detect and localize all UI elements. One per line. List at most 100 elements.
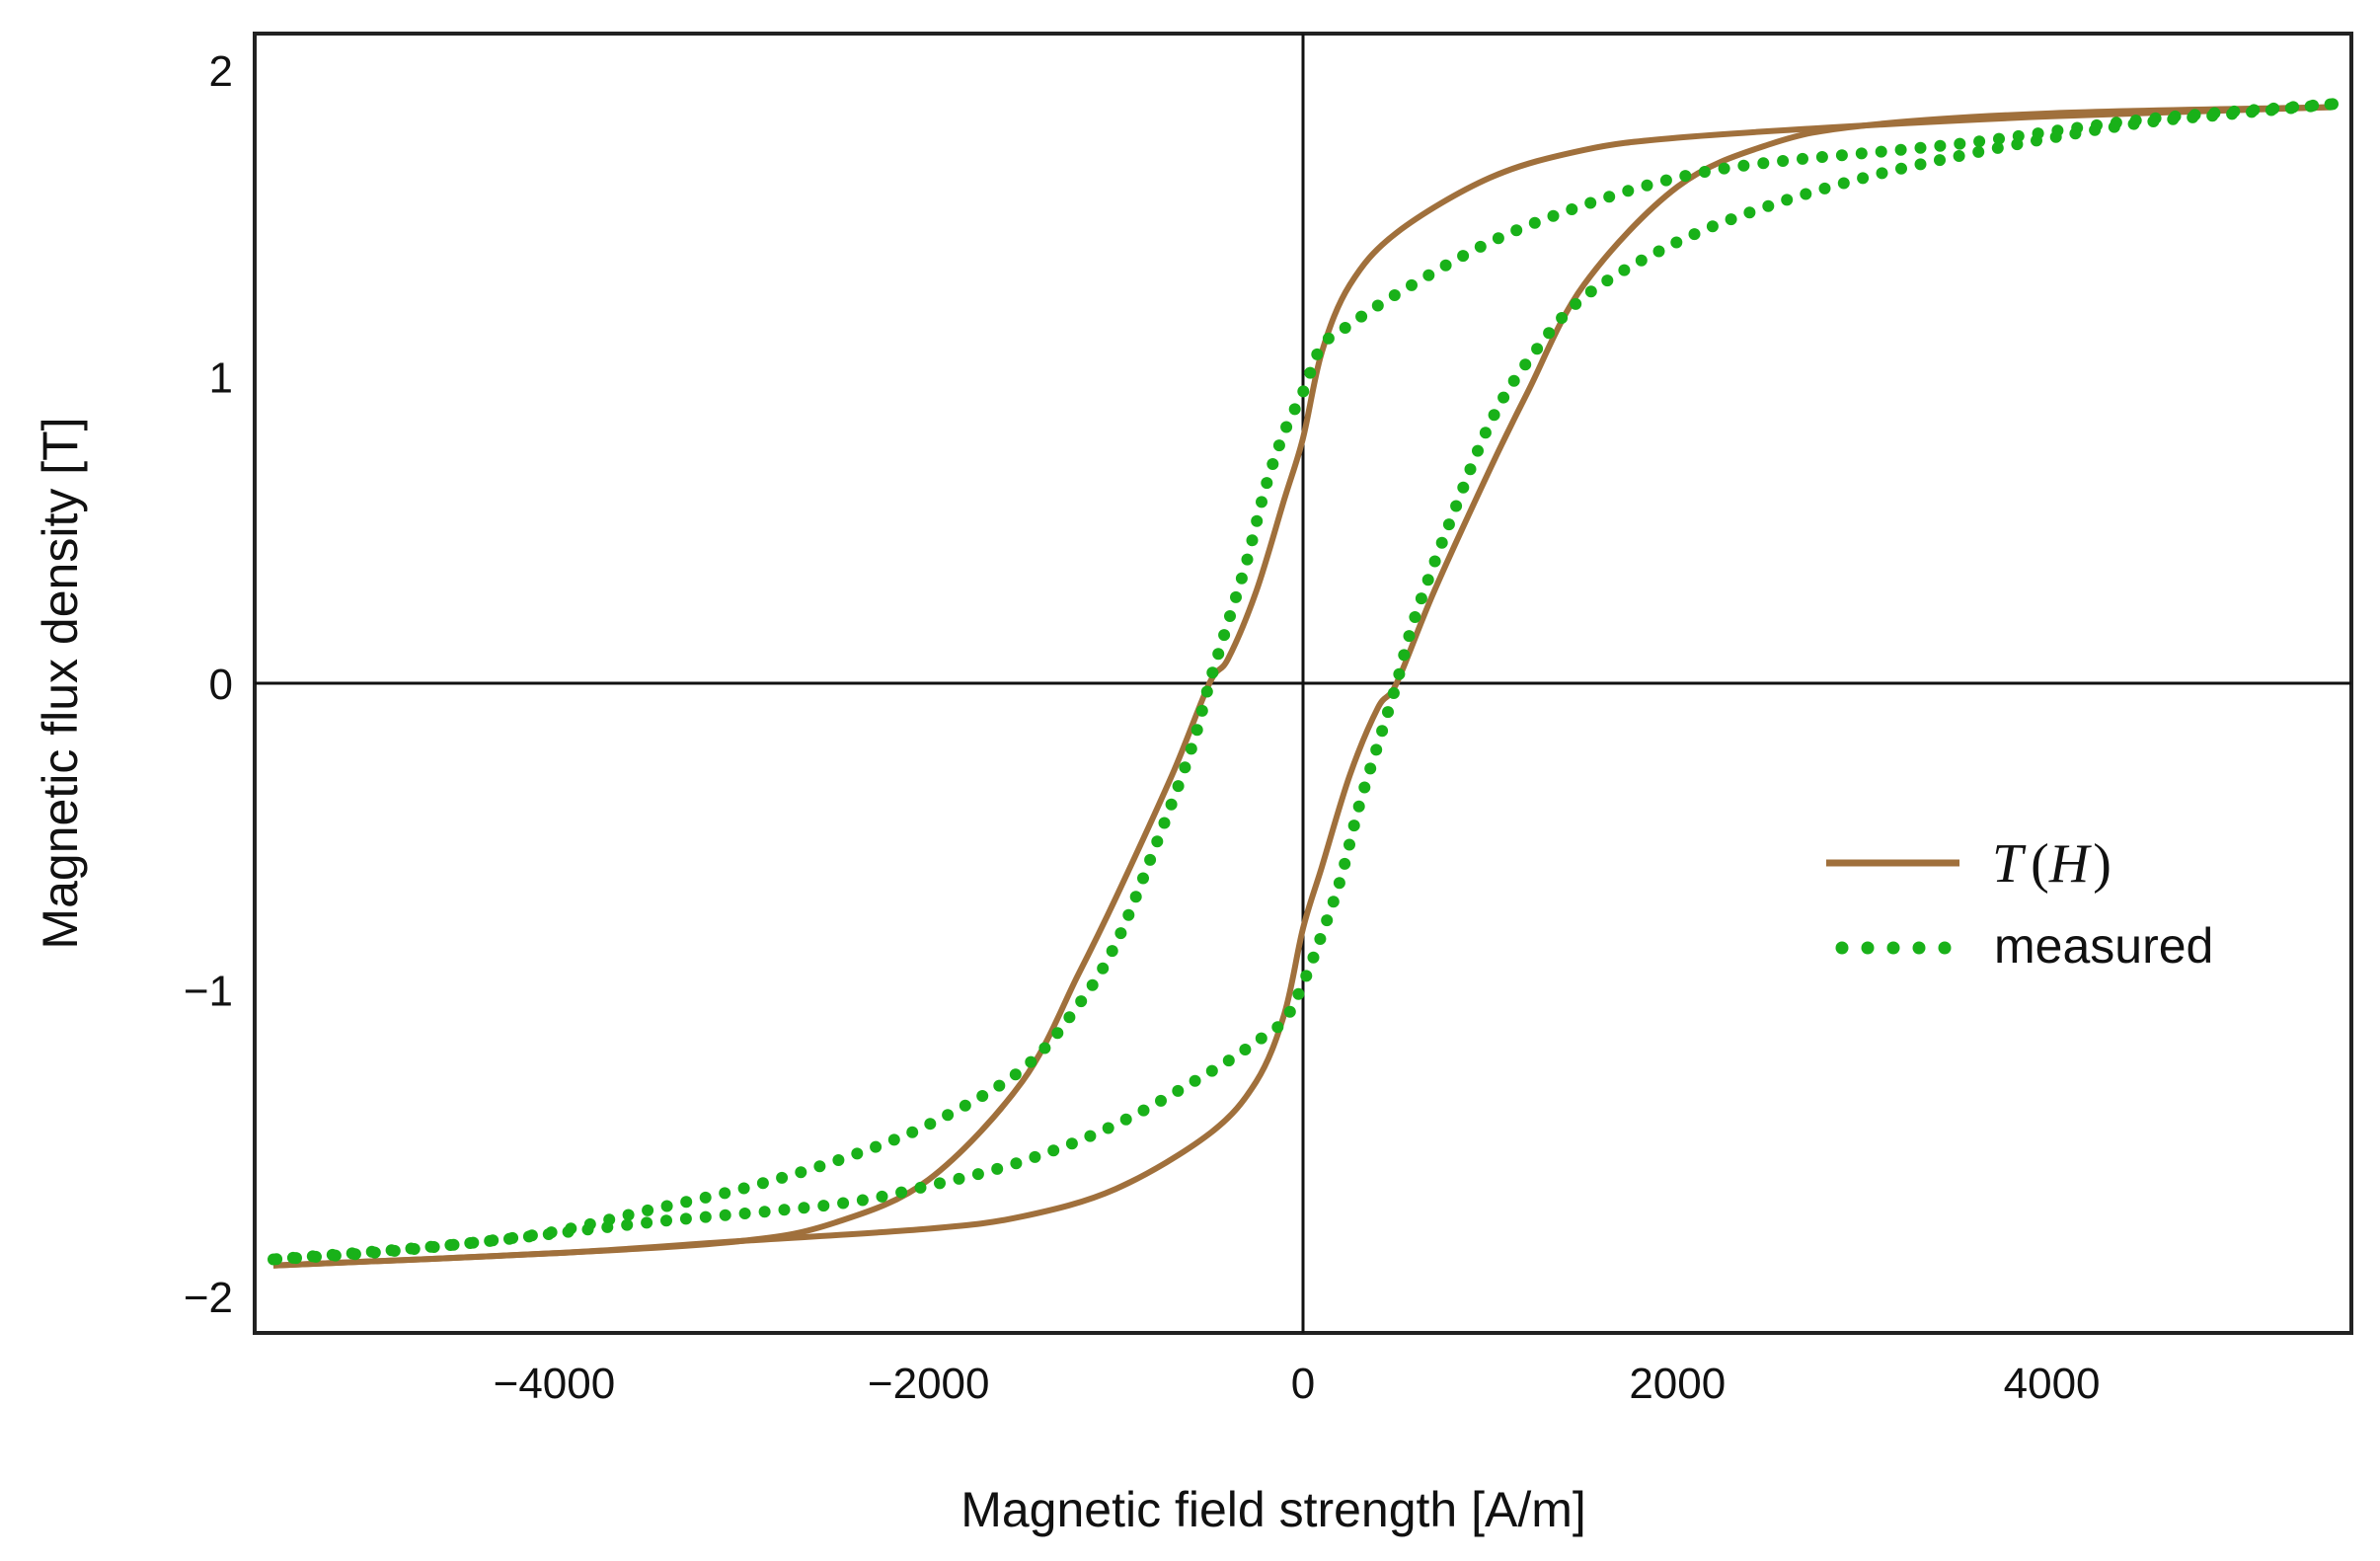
measured-point <box>1439 259 1452 272</box>
measured-point <box>1601 274 1614 287</box>
measured-point <box>1097 962 1110 975</box>
measured-point <box>1327 896 1340 908</box>
measured-point <box>1114 927 1127 940</box>
measured-point <box>851 1147 864 1160</box>
x-tick-label: −4000 <box>494 1360 616 1408</box>
y-tick-labels: −2 −1 0 1 2 <box>184 47 233 1322</box>
measured-point <box>1556 312 1569 324</box>
measured-point <box>1122 908 1135 921</box>
measured-point <box>1387 687 1400 699</box>
measured-point <box>738 1208 751 1219</box>
measured-point <box>737 1182 750 1195</box>
measured-point <box>1251 514 1264 527</box>
measured-point <box>1355 310 1368 323</box>
measured-point <box>1292 987 1305 1000</box>
x-tick-label: 4000 <box>2004 1360 2101 1408</box>
measured-point <box>1398 649 1411 662</box>
measured-point <box>1876 167 1888 180</box>
measured-point <box>1875 145 1887 158</box>
measured-point <box>1497 391 1510 404</box>
measured-point <box>1406 278 1418 291</box>
measured-point <box>2284 102 2297 115</box>
measured-point <box>1618 264 1631 276</box>
measured-point <box>1333 877 1345 890</box>
y-tick-label: 2 <box>209 47 233 96</box>
measured-point <box>1670 236 1683 249</box>
measured-point <box>464 1237 477 1249</box>
measured-point <box>795 1166 807 1179</box>
measured-point <box>1063 1011 1076 1024</box>
measured-point <box>1566 203 1578 215</box>
model-curve-branch-ascending <box>272 104 2334 1269</box>
measured-point <box>942 1109 955 1122</box>
measured-point <box>1283 1005 1296 1018</box>
measured-point <box>484 1234 497 1247</box>
measured-point <box>503 1232 515 1245</box>
measured-point <box>1155 1094 1167 1107</box>
measured-point <box>991 1162 1004 1175</box>
measured-point <box>1300 970 1313 982</box>
measured-point <box>1531 343 1544 355</box>
measured-point <box>601 1220 614 1233</box>
measured-point <box>1179 761 1191 774</box>
measured-point <box>719 1187 731 1200</box>
measured-point <box>1991 141 2004 154</box>
model-curve-branch-descending <box>272 104 2334 1269</box>
y-tick-label: 0 <box>209 661 233 709</box>
x-tick-label: −2000 <box>868 1360 990 1408</box>
measured-point <box>1547 209 1560 222</box>
measured-point <box>1422 269 1435 281</box>
measured-point <box>1370 743 1383 756</box>
measured-point <box>1914 141 1927 154</box>
measured-point <box>1382 706 1394 719</box>
measured-point <box>2108 120 2120 133</box>
measured-point <box>1364 762 1377 775</box>
measured-point <box>1450 500 1463 512</box>
measured-point <box>1235 572 1248 585</box>
measured-point <box>971 1168 984 1181</box>
measured-point <box>1954 137 1966 150</box>
legend-dot <box>1835 941 1849 955</box>
measured-point <box>1474 240 1487 253</box>
measured-point <box>1218 629 1231 642</box>
measured-point <box>1206 666 1219 679</box>
measured-point <box>778 1204 791 1216</box>
measured-point <box>1718 162 1730 175</box>
measured-point <box>1507 374 1520 387</box>
measured-point <box>1347 820 1360 832</box>
measured-point <box>1151 835 1164 848</box>
measured-point <box>1129 891 1142 903</box>
measured-point <box>1388 289 1401 301</box>
measured-point <box>1688 228 1701 241</box>
legend-dot <box>1861 941 1875 955</box>
measured-point <box>2167 113 2180 125</box>
measured-point <box>832 1154 845 1166</box>
measured-point <box>1972 145 1985 158</box>
measured-point <box>1065 1137 1078 1150</box>
measured-point <box>1510 224 1523 237</box>
measured-point <box>856 1194 869 1207</box>
measured-point <box>1953 150 1965 162</box>
measured-point <box>1344 838 1355 851</box>
measured-point <box>1322 332 1335 345</box>
measured-point <box>1488 409 1500 422</box>
measured-point <box>1084 1130 1097 1142</box>
measured-point <box>2069 127 2082 140</box>
measured-point <box>1272 439 1285 452</box>
measured-point <box>1158 817 1171 829</box>
legend-swatch-measured <box>1835 941 1952 955</box>
measured-point <box>1428 555 1441 568</box>
measured-point <box>1777 155 1790 167</box>
measured-point <box>1224 610 1236 622</box>
measured-point <box>1725 213 1737 226</box>
measured-point <box>1635 254 1648 267</box>
measured-point <box>895 1186 908 1199</box>
measured-point <box>1009 1068 1022 1081</box>
measured-point <box>934 1177 946 1190</box>
measured-point <box>306 1250 319 1263</box>
measured-point <box>542 1228 555 1240</box>
measured-point <box>1457 481 1470 494</box>
legend-dot <box>1886 941 1900 955</box>
measured-point <box>1914 158 1927 171</box>
